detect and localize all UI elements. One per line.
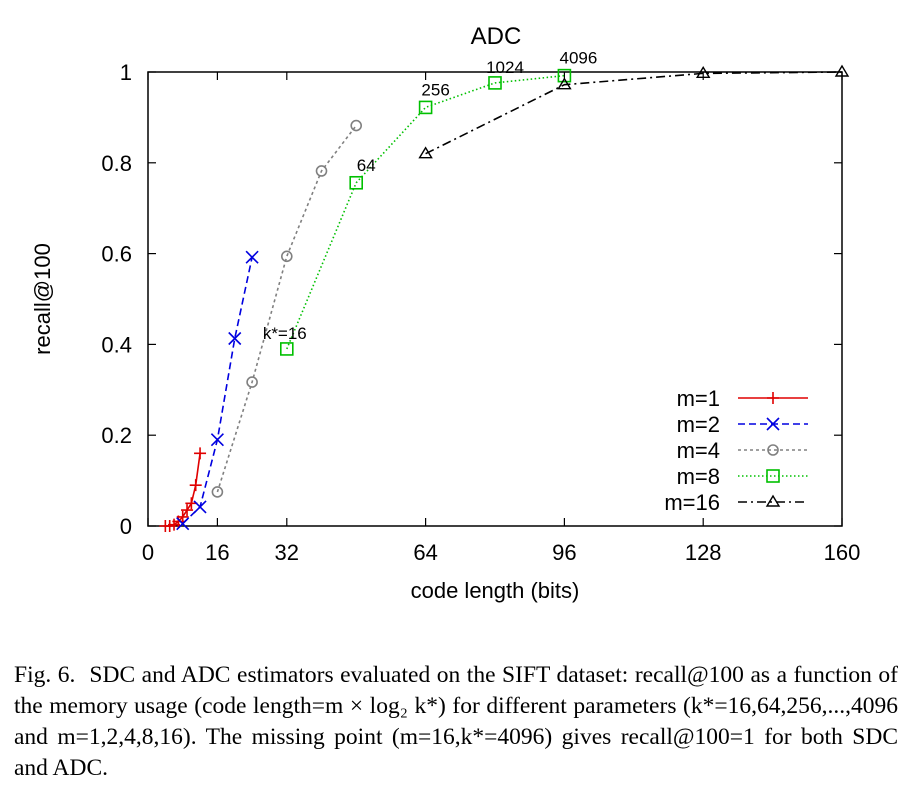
data-point xyxy=(834,64,850,77)
data-point xyxy=(557,68,572,83)
x-tick-label: 160 xyxy=(824,540,861,565)
series-m-2 xyxy=(176,250,259,531)
x-tick-label: 128 xyxy=(685,540,722,565)
y-tick-label: 0 xyxy=(120,514,132,539)
data-point xyxy=(349,175,364,190)
data-point xyxy=(557,77,572,90)
point-annotation: 1024 xyxy=(486,58,524,77)
data-point xyxy=(418,146,433,159)
data-point xyxy=(418,100,433,115)
data-point xyxy=(194,447,207,460)
y-tick-label: 0.8 xyxy=(101,151,132,176)
x-tick-label: 32 xyxy=(275,540,299,565)
x-tick-label: 64 xyxy=(413,540,437,565)
point-annotation: 256 xyxy=(421,80,449,99)
x-tick-label: 0 xyxy=(142,540,154,565)
series-line xyxy=(216,125,357,493)
data-point xyxy=(181,504,194,517)
series-line xyxy=(286,74,565,350)
data-point xyxy=(350,119,363,132)
x-tick-label: 16 xyxy=(205,540,229,565)
data-point xyxy=(210,433,224,447)
data-point xyxy=(279,342,294,356)
data-point xyxy=(695,66,711,79)
x-axis-label: code length (bits) xyxy=(411,578,580,603)
data-point xyxy=(280,250,293,263)
axis-ticks: 0 16 32 64 96 128 160 0 0.2 0.4 0.6 0.8 1 xyxy=(101,60,860,565)
caption-text: SDC and ADC estimators evaluated on the … xyxy=(14,662,898,781)
data-point xyxy=(193,500,207,514)
series-line xyxy=(425,71,843,155)
caption-label: Fig. 6. xyxy=(14,662,76,688)
legend-marker xyxy=(765,494,781,507)
y-tick-label: 1 xyxy=(120,60,132,85)
legend-marker xyxy=(767,444,779,456)
legend-label: m=16 xyxy=(664,490,720,515)
series-m-8 xyxy=(279,68,572,356)
plot-frame xyxy=(147,71,843,527)
series-m-4 xyxy=(211,119,363,498)
data-point xyxy=(176,517,190,531)
legend-label: m=2 xyxy=(677,412,720,437)
data-point xyxy=(245,250,259,264)
legend-label: m=1 xyxy=(677,386,720,411)
series-m-16 xyxy=(418,64,850,159)
legend: m=1m=2m=4m=8m=16 xyxy=(664,386,808,515)
legend-marker xyxy=(766,417,780,431)
data-point xyxy=(246,376,258,388)
legend-label: m=8 xyxy=(677,464,720,489)
series-group xyxy=(159,64,850,532)
series-m-1 xyxy=(159,447,207,532)
data-point xyxy=(211,486,224,498)
series-line xyxy=(182,257,253,525)
chart-title: ADC xyxy=(471,23,522,50)
data-point xyxy=(176,510,189,523)
y-axis-label: recall@100 xyxy=(30,243,55,355)
point-annotation: 4096 xyxy=(559,49,597,68)
figure-caption: Fig. 6. SDC and ADC estimators evaluated … xyxy=(14,660,898,784)
adc-chart: ADC 0 16 32 64 96 128 160 0 0.2 0.4 0.6 0.8 1 k*=16 6… xyxy=(30,23,860,603)
data-point xyxy=(488,76,502,90)
legend-label: m=4 xyxy=(677,438,720,463)
y-tick-label: 0.4 xyxy=(101,332,132,357)
legend-marker xyxy=(767,392,779,404)
point-annotation: 64 xyxy=(357,156,376,175)
y-tick-label: 0.2 xyxy=(101,423,132,448)
annotations-group: k*=16 64 256 1024 4096 xyxy=(263,49,597,343)
legend-marker xyxy=(766,469,780,483)
data-point xyxy=(228,331,242,346)
x-tick-label: 96 xyxy=(552,540,576,565)
data-point xyxy=(315,165,328,177)
point-annotation: k*=16 xyxy=(263,324,307,343)
y-tick-label: 0.6 xyxy=(101,242,132,267)
data-point xyxy=(189,479,202,492)
